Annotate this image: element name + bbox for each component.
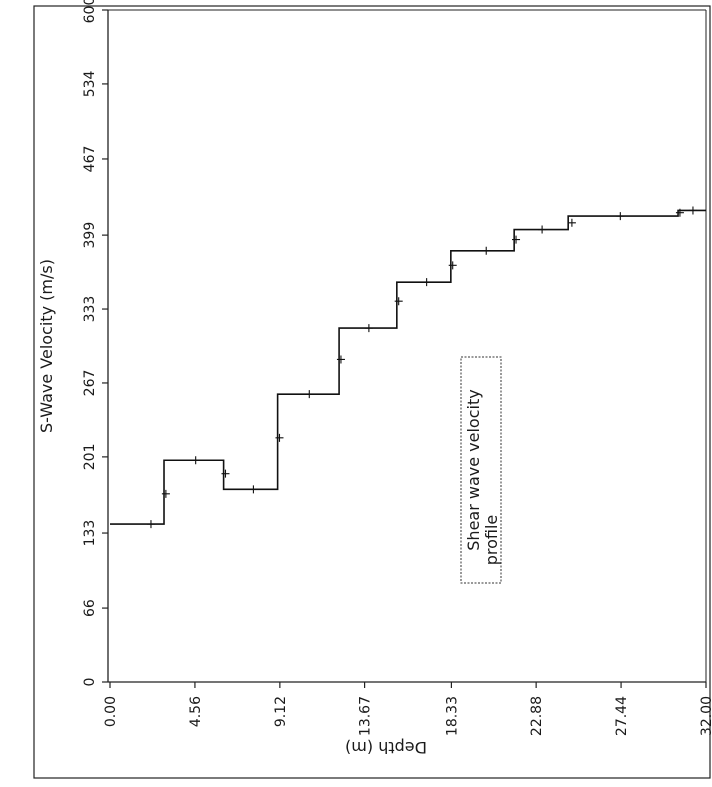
depth-tick-label: 0.00 [103,696,119,727]
measured-point [675,208,684,217]
measured-point [336,355,345,364]
measured-point [422,278,431,287]
velocity-tick-label: 267 [82,370,98,397]
measured-points [146,206,697,529]
shear-wave-velocity-profile-line [110,209,706,525]
measured-point [146,520,155,529]
measured-point [688,206,697,215]
outer-frame [33,5,711,779]
depth-tick-label: 27.44 [614,696,630,736]
velocity-tick-label: 467 [82,146,98,173]
measured-point [482,246,491,255]
depth-tick-label: 13.67 [358,696,374,736]
depth-tick-label: 22.88 [529,696,545,736]
measured-point [567,218,576,227]
depth-axis-title: Depth (m) [345,738,427,757]
velocity-tick-label: 534 [82,70,98,97]
measured-point [275,433,284,442]
measured-point [305,390,314,399]
measured-point [616,212,625,221]
measured-point [538,225,547,234]
legend-line-2: profile [482,515,501,566]
velocity-tick-label: 600 [82,0,98,23]
measured-point [448,261,457,270]
velocity-tick-label: 333 [82,296,98,323]
velocity-tick-label: 66 [82,599,98,617]
legend: Shear wave velocity profile [460,356,502,584]
measured-point [364,324,373,333]
legend-line-1: Shear wave velocity [464,389,483,550]
measured-point [221,469,230,478]
depth-ticks: 0.00 4.56 9.12 13.67 18.33 22.88 27.44 32.00 [103,682,712,736]
legend-box [460,356,502,584]
depth-tick-label: 9.12 [273,696,289,727]
velocity-tick-label: 399 [82,222,98,249]
depth-tick-label: 4.56 [188,696,204,727]
depth-tick-label: 32.00 [699,696,712,736]
velocity-tick-label: 201 [82,444,98,471]
measured-point [512,235,521,244]
velocity-axis-title: S-Wave Velocity (m/s) [37,259,56,433]
measured-point [394,297,403,306]
velocity-tick-label: 133 [82,520,98,547]
velocity-ticks: 0 66 133 201 267 333 399 467 534 600 [82,0,108,686]
depth-tick-label: 18.33 [444,696,460,736]
measured-point [249,485,258,494]
measured-point [161,489,170,498]
measured-point [191,456,200,465]
velocity-tick-label: 0 [82,678,98,687]
